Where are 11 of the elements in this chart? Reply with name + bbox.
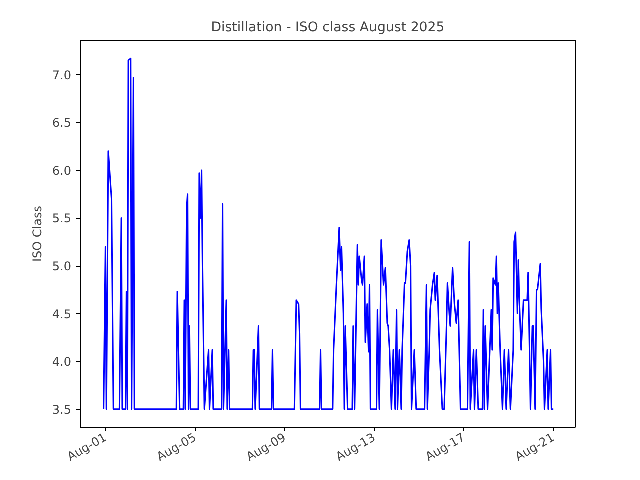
y-axis-title: ISO Class [30,206,44,262]
y-tick-label: 5.0 [52,260,72,274]
y-tick-label: 6.0 [52,164,72,178]
y-tick-label: 3.5 [52,402,72,417]
y-tick-label: 4.5 [52,307,72,322]
chart-title: Distillation - ISO class August 2025 [211,20,445,36]
line-series [103,58,554,410]
y-tick-label: 7.0 [52,68,72,82]
y-tick-label: 5.5 [52,212,72,226]
y-tick-label: 4.0 [52,355,72,370]
y-tick-label: 6.5 [52,116,72,130]
